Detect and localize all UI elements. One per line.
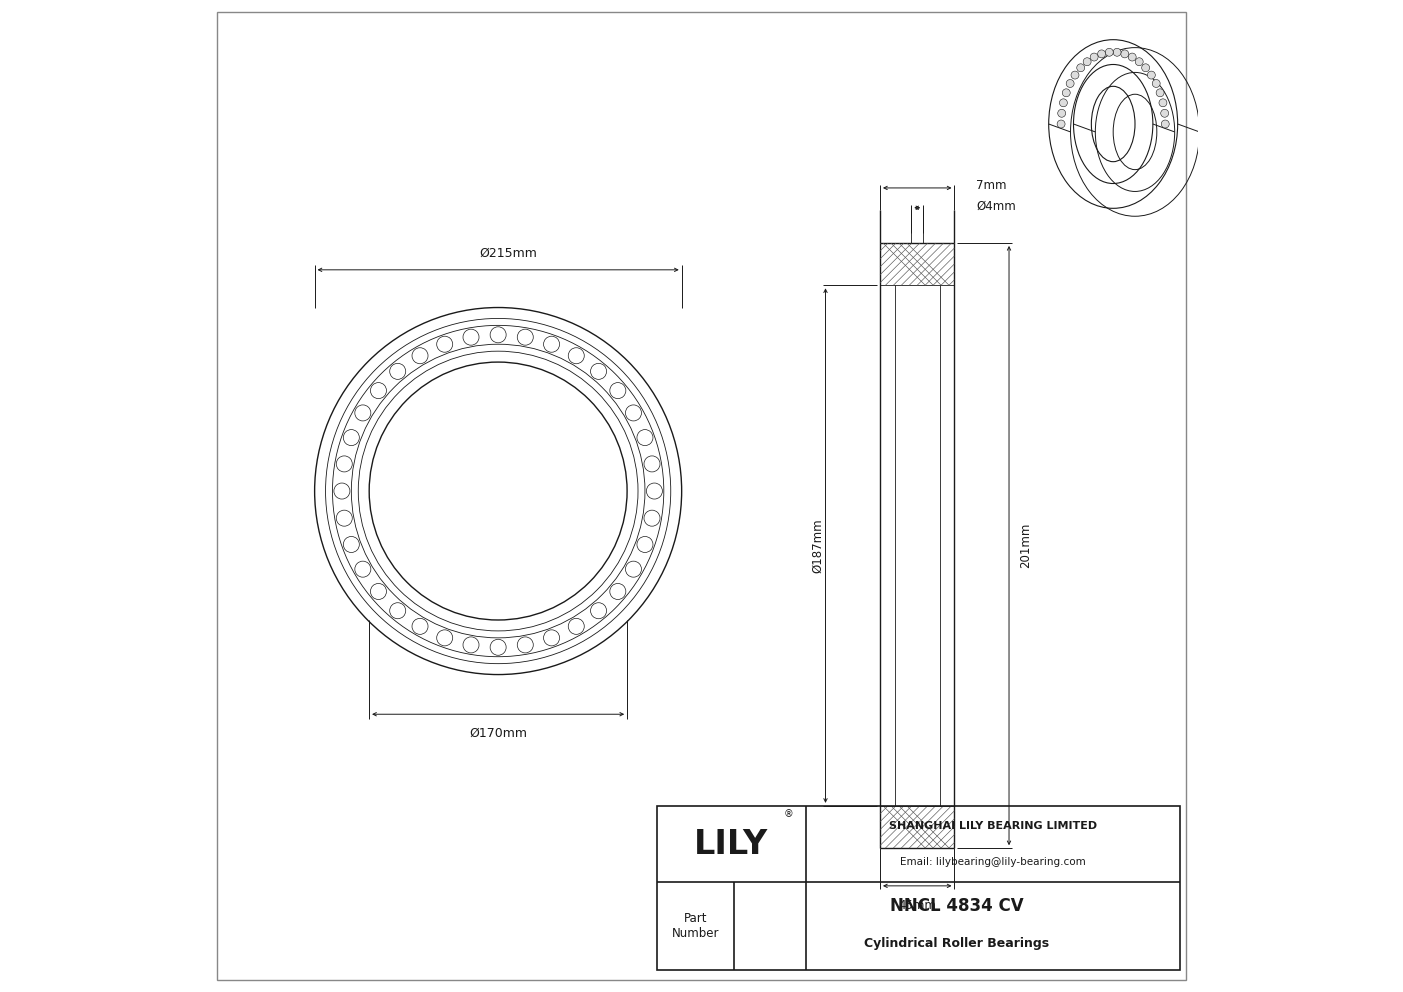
Circle shape: [1135, 58, 1143, 65]
Circle shape: [1070, 71, 1079, 79]
Circle shape: [1152, 79, 1160, 87]
Circle shape: [1090, 54, 1099, 62]
Text: Part
Number: Part Number: [672, 912, 720, 940]
Text: Cylindrical Roller Bearings: Cylindrical Roller Bearings: [864, 937, 1049, 950]
Circle shape: [1058, 109, 1066, 117]
Text: Ø170mm: Ø170mm: [469, 727, 528, 740]
Text: 7mm: 7mm: [976, 180, 1007, 192]
Circle shape: [1106, 49, 1113, 57]
Circle shape: [1148, 71, 1155, 79]
Text: Ø215mm: Ø215mm: [478, 247, 537, 260]
Circle shape: [1062, 89, 1070, 97]
Circle shape: [1076, 63, 1085, 71]
Circle shape: [1162, 120, 1169, 128]
Text: 45mm: 45mm: [898, 899, 936, 912]
Text: 201mm: 201mm: [1019, 523, 1033, 568]
Text: NNCL 4834 CV: NNCL 4834 CV: [890, 897, 1024, 916]
Text: Ø187mm: Ø187mm: [811, 518, 824, 573]
Circle shape: [1113, 49, 1121, 57]
Bar: [657, 806, 1180, 970]
Text: ®: ®: [784, 809, 794, 819]
Circle shape: [1059, 99, 1068, 107]
Text: LILY: LILY: [694, 827, 769, 861]
Circle shape: [1083, 58, 1092, 65]
Text: SHANGHAI LILY BEARING LIMITED: SHANGHAI LILY BEARING LIMITED: [888, 821, 1097, 831]
Text: Email: lilybearing@lily-bearing.com: Email: lilybearing@lily-bearing.com: [899, 857, 1086, 867]
Circle shape: [1142, 63, 1149, 71]
Circle shape: [1121, 50, 1129, 58]
Circle shape: [1097, 50, 1106, 58]
Circle shape: [1159, 99, 1167, 107]
Circle shape: [1056, 120, 1065, 128]
Circle shape: [1128, 54, 1136, 62]
Circle shape: [1156, 89, 1164, 97]
Text: Ø4mm: Ø4mm: [976, 199, 1016, 212]
Circle shape: [1160, 109, 1169, 117]
Circle shape: [1066, 79, 1075, 87]
